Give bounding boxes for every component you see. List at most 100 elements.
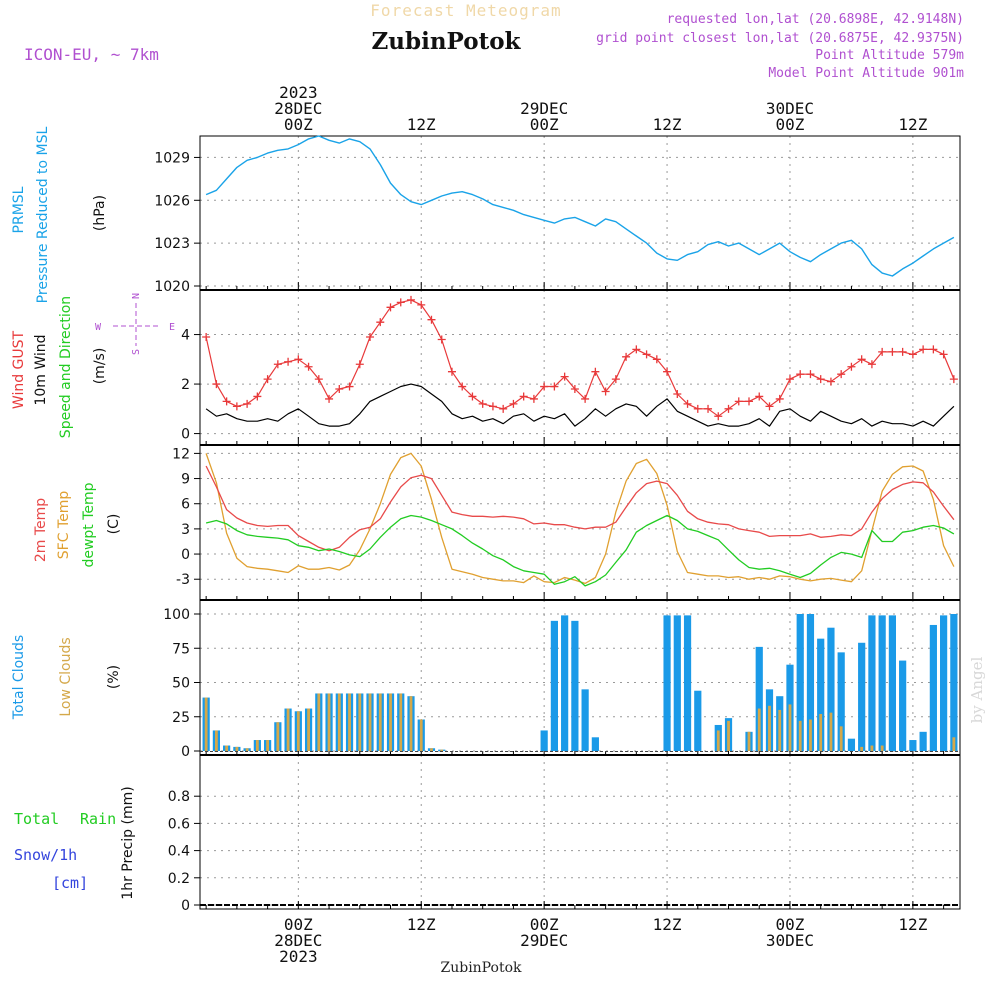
gust-marker bbox=[529, 394, 538, 403]
y-tick-label: 3 bbox=[181, 522, 190, 538]
sfc-temp-label: SFC Temp bbox=[56, 491, 72, 560]
gust-marker bbox=[601, 387, 610, 396]
dewpt-line bbox=[205, 514, 955, 587]
top-time-label: 12Z bbox=[407, 115, 436, 134]
bottom-time-label: 12Z bbox=[407, 915, 436, 934]
total-cloud-bar bbox=[888, 615, 896, 751]
gust-marker bbox=[949, 375, 958, 384]
top-time-label: 00Z bbox=[284, 115, 313, 134]
sfc-temp-line bbox=[205, 452, 955, 585]
gust-marker bbox=[478, 399, 487, 408]
total-cloud-bar bbox=[837, 652, 845, 751]
gust-marker bbox=[406, 295, 415, 304]
gust-marker bbox=[345, 382, 354, 391]
bottom-time-label: 12Z bbox=[653, 915, 682, 934]
gust-marker bbox=[570, 385, 579, 394]
low-cloud-bar bbox=[358, 693, 362, 751]
bottom-time-label: 28DEC bbox=[274, 931, 322, 950]
total-clouds-label: Total Clouds bbox=[11, 635, 27, 720]
low-cloud-bar bbox=[880, 745, 884, 751]
total-cloud-bar bbox=[663, 615, 671, 751]
low-cloud-bar bbox=[337, 693, 341, 751]
low-cloud-bar bbox=[255, 740, 259, 751]
faint-title: Forecast Meteogram bbox=[370, 1, 561, 20]
low-cloud-bar bbox=[235, 746, 239, 751]
top-time-label: 12Z bbox=[898, 115, 927, 134]
gust-marker bbox=[816, 375, 825, 384]
gust-marker bbox=[908, 350, 917, 359]
total-cloud-bar bbox=[561, 615, 569, 751]
gust-marker bbox=[325, 394, 334, 403]
low-cloud-bar bbox=[266, 740, 270, 751]
y-tick-label: 50 bbox=[172, 676, 190, 692]
total-cloud-bar bbox=[899, 660, 907, 751]
y-tick-label: 0 bbox=[181, 744, 190, 760]
y-tick-label: 12 bbox=[172, 446, 190, 462]
gust-marker bbox=[540, 382, 549, 391]
y-tick-label: 0.4 bbox=[168, 844, 190, 860]
gust-marker bbox=[355, 360, 364, 369]
panel-frame bbox=[199, 599, 961, 756]
gust-marker bbox=[581, 394, 590, 403]
gust-marker bbox=[847, 362, 856, 371]
gust-marker bbox=[458, 382, 467, 391]
y-tick-label: 1020 bbox=[154, 279, 190, 295]
total-cloud-bar bbox=[847, 738, 856, 751]
low-cloud-bar bbox=[296, 711, 300, 751]
low-cloud-bar bbox=[419, 719, 423, 751]
watermark: by Angel bbox=[968, 656, 986, 723]
wind10-line bbox=[205, 383, 955, 427]
gust-marker bbox=[417, 300, 426, 309]
model-altitude: Model Point Altitude 901m bbox=[768, 66, 964, 81]
y-tick-label: 25 bbox=[172, 710, 190, 726]
wind10-label: 10m Wind bbox=[33, 334, 49, 405]
total-cloud-bar bbox=[909, 740, 917, 751]
total-cloud-bar bbox=[929, 624, 937, 751]
low-cloud-bar bbox=[839, 726, 843, 751]
compass-w: W bbox=[95, 322, 102, 333]
total-cloud-bar bbox=[540, 730, 548, 751]
y-tick-label: 75 bbox=[172, 641, 190, 657]
gust-marker bbox=[591, 367, 600, 376]
low-clouds-label: Low Clouds bbox=[58, 637, 74, 716]
panel-pressure: 1020 1023 1026 1029 bbox=[154, 135, 961, 295]
low-cloud-bar bbox=[214, 730, 218, 751]
total-cloud-bar bbox=[919, 731, 927, 751]
gust-marker bbox=[222, 397, 231, 406]
gust-marker bbox=[939, 350, 948, 359]
gust-marker bbox=[447, 367, 456, 376]
low-cloud-bar bbox=[389, 693, 392, 751]
gust-marker bbox=[202, 333, 211, 342]
gust-marker bbox=[765, 402, 774, 411]
total-cloud-bar bbox=[940, 615, 948, 751]
bottom-time-label: 2023 bbox=[279, 947, 318, 966]
gust-marker bbox=[837, 370, 846, 379]
top-time-label: 30DEC bbox=[766, 99, 814, 118]
total-cloud-bar bbox=[827, 627, 835, 751]
gust-marker bbox=[376, 318, 385, 327]
y-tick-label: 2 bbox=[181, 377, 190, 393]
top-time-label: 29DEC bbox=[520, 99, 568, 118]
gust-marker bbox=[550, 382, 559, 391]
wind-speed-dir-label: Speed and Direction bbox=[58, 296, 74, 438]
low-cloud-bar bbox=[788, 704, 792, 751]
gust-marker bbox=[622, 352, 631, 361]
y-tick-label: 0.2 bbox=[168, 871, 190, 887]
precip-total-label: Total bbox=[14, 810, 59, 828]
gust-marker bbox=[867, 360, 876, 369]
gust-marker bbox=[284, 357, 293, 366]
gust-marker bbox=[642, 350, 651, 359]
y-tick-label: 0.6 bbox=[168, 816, 190, 832]
top-time-label: 12Z bbox=[653, 115, 682, 134]
pressure-label-prmsl: PRMSL bbox=[11, 186, 27, 233]
gust-marker bbox=[263, 375, 272, 384]
gust-marker bbox=[386, 303, 395, 312]
y-tick-label: 9 bbox=[181, 472, 190, 488]
panel-frame bbox=[199, 135, 961, 291]
low-cloud-bar bbox=[307, 708, 310, 751]
gust-marker bbox=[243, 399, 252, 408]
bottom-time-label: 00Z bbox=[776, 915, 805, 934]
low-cloud-bar bbox=[399, 693, 403, 751]
gust-marker bbox=[560, 372, 569, 381]
